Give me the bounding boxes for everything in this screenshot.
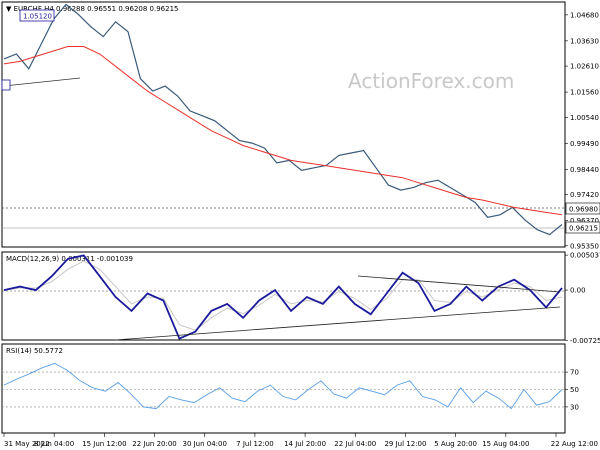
left-marker-box <box>1 79 11 91</box>
x-tick-label: 22 Aug 12:00 <box>551 440 598 448</box>
rsi-y-tick-label: 70 <box>570 369 579 377</box>
x-tick-label: 5 Aug 20:00 <box>434 440 477 448</box>
price-header: ▼ EURCHF,H4 0.96288 0.96551 0.96208 0.96… <box>6 5 178 13</box>
price-y-tick-label: 0.96370 <box>570 217 599 225</box>
price-y-tick-label: 1.01560 <box>570 89 599 97</box>
last-price-label: 0.96215 <box>569 225 598 233</box>
macd-y-axis: 0.005037 0.00 -0.007251 <box>565 252 600 345</box>
price-candles-series <box>3 3 563 236</box>
rsi-header: RSI(14) 50.5772 <box>6 347 63 355</box>
x-tick-label: 15 Jun 12:00 <box>82 440 126 448</box>
macd-y-tick-label: 0.00 <box>570 287 586 295</box>
macd-y-tick-label: 0.005037 <box>570 252 600 260</box>
price-y-axis: 1.04680 1.03630 1.02610 1.01560 1.00540 0.994… <box>565 11 599 250</box>
watermark: ActionForex.com <box>348 69 514 93</box>
price-y-tick-label: 1.02610 <box>570 63 599 71</box>
x-tick-label: 14 Jul 20:00 <box>284 440 326 448</box>
rsi-y-tick-label: 30 <box>570 403 579 411</box>
x-tick-label: 7 Jul 12:00 <box>236 440 274 448</box>
macd-panel-frame <box>1 251 566 341</box>
x-tick-label: 15 Aug 04:00 <box>482 440 529 448</box>
level-label-box <box>565 202 600 215</box>
macd-signal-line <box>3 260 563 331</box>
last-price-label-box <box>565 221 600 234</box>
x-tick-label: 29 Jul 12:00 <box>384 440 426 448</box>
rsi-y-tick-label: 50 <box>570 386 579 394</box>
macd-upper-trendline <box>357 275 561 293</box>
price-panel-frame <box>1 1 566 248</box>
price-y-tick-label: 1.04680 <box>570 11 599 19</box>
price-trendline <box>3 77 81 87</box>
x-tick-label: 22 Jul 04:00 <box>334 440 376 448</box>
x-tick-label: 8 Jun 04:00 <box>34 440 74 448</box>
moving-average-line <box>3 46 563 216</box>
ma-start-label: 1.05120 <box>23 13 52 21</box>
price-y-tick-label: 1.00540 <box>570 114 599 122</box>
price-y-tick-label: 1.03630 <box>570 37 599 45</box>
ma-start-label-box <box>19 9 55 22</box>
price-y-tick-label: 0.98440 <box>570 166 599 174</box>
x-tick-label: 31 May 2022 <box>4 440 50 448</box>
level-label: 0.96980 <box>569 206 598 214</box>
rsi-panel-frame <box>1 343 566 434</box>
macd-lower-trendline <box>114 306 561 341</box>
x-tick-label: 22 Jun 20:00 <box>132 440 176 448</box>
macd-line <box>3 254 563 340</box>
price-y-tick-label: 0.97420 <box>570 191 599 199</box>
x-tick-label: 30 Jun 04:00 <box>182 440 226 448</box>
rsi-line <box>3 362 563 410</box>
macd-y-tick-label: -0.007251 <box>570 337 600 345</box>
rsi-y-axis: 70 50 30 <box>2 369 579 411</box>
price-y-tick-label: 0.95350 <box>570 242 599 250</box>
price-y-tick-label: 0.99490 <box>570 140 599 148</box>
